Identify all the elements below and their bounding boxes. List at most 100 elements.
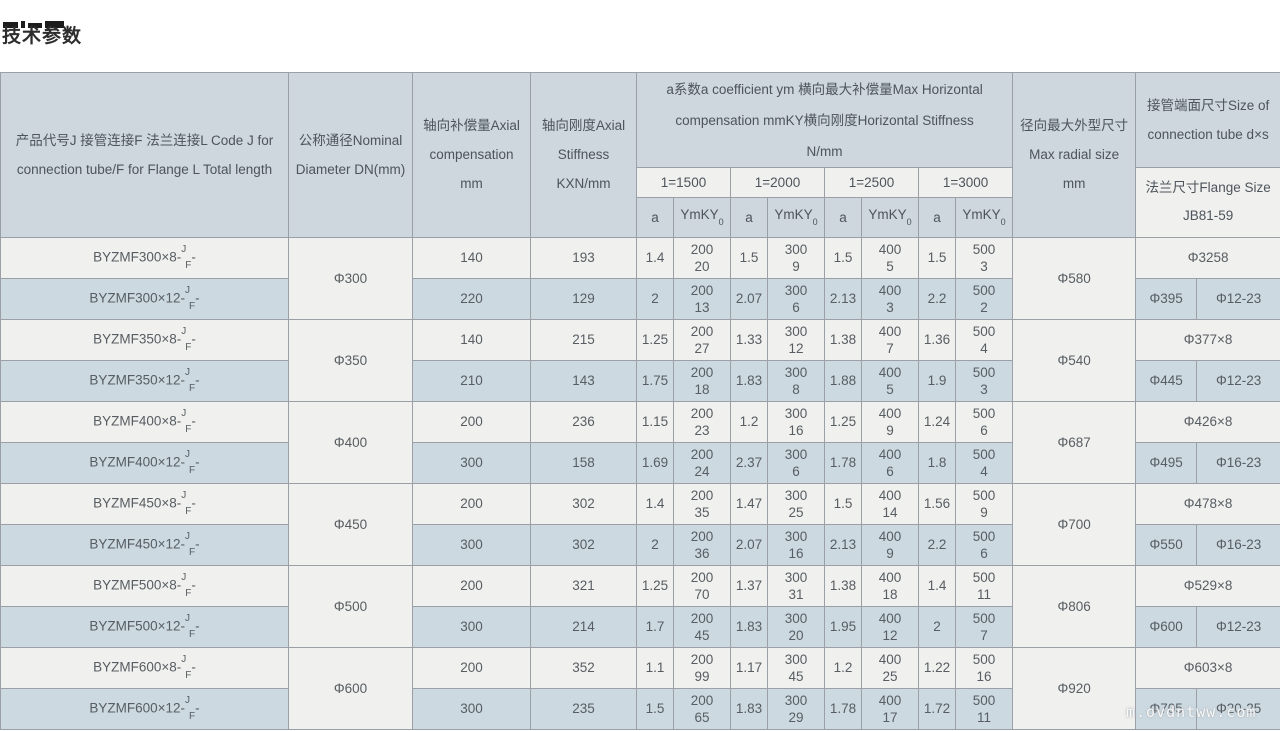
code-sup-j: J — [185, 448, 191, 460]
cell-ymky: 200 35 — [673, 482, 731, 525]
cell-a: 1.5 — [918, 236, 956, 279]
cell-ymky: 500 3 — [954, 359, 1014, 402]
cell-ymky: 400 6 — [861, 441, 919, 484]
cell-a: 1.38 — [824, 564, 862, 607]
ky-value: 2 — [980, 299, 988, 315]
ym-value: 300 — [784, 323, 808, 339]
cell-ymky: 200 18 — [673, 359, 731, 402]
cell-ymky: 200 45 — [673, 605, 731, 648]
header-length-2500: 1=2500 — [824, 167, 919, 198]
cell-ymky: 200 70 — [673, 564, 731, 607]
ym-value: 300 — [784, 528, 808, 544]
ymky-subscript: 0 — [1000, 216, 1006, 227]
cell-ymky: 300 25 — [767, 482, 825, 525]
cell-flange-holes: Φ12-23 — [1196, 605, 1280, 648]
code-sup-j: J — [185, 366, 191, 378]
ym-value: 500 — [972, 651, 996, 667]
cell-product-code: BYZMF450×8-JF- — [0, 482, 289, 525]
ky-value: 6 — [792, 299, 800, 315]
cell-a: 1.2 — [824, 646, 862, 689]
cell-tube-size: Φ426×8 — [1135, 400, 1280, 443]
ym-value: 300 — [784, 282, 808, 298]
ky-value: 20 — [694, 258, 710, 274]
ym-value: 500 — [972, 692, 996, 708]
header-ymky-3: YmKY0 — [861, 197, 919, 238]
cell-a: 2.13 — [824, 277, 862, 320]
ym-value: 400 — [878, 282, 902, 298]
code-sub-f: F — [185, 505, 192, 517]
cell-product-code: BYZMF500×8-JF- — [0, 564, 289, 607]
cell-max-radial-size: Φ687 — [1012, 400, 1137, 484]
code-dash: - — [195, 700, 200, 716]
ym-value: 400 — [878, 651, 902, 667]
code-text: BYZMF500×12- — [89, 618, 186, 634]
ky-value: 12 — [788, 340, 804, 356]
code-sup-j: J — [185, 284, 191, 296]
cell-a: 1.2 — [730, 400, 768, 443]
cell-product-code: BYZMF600×8-JF- — [0, 646, 289, 689]
cell-a: 2 — [636, 523, 674, 566]
cell-nominal-diameter: Φ300 — [288, 236, 413, 320]
ky-value: 9 — [886, 545, 894, 561]
ky-value: 27 — [694, 340, 710, 356]
header-a-4: a — [918, 197, 956, 238]
cell-a: 2.37 — [730, 441, 768, 484]
header-length-3000: 1=3000 — [917, 167, 1014, 198]
cell-ymky: 300 12 — [767, 318, 825, 361]
cell-flange-diameter: Φ550 — [1135, 523, 1198, 566]
cell-ymky: 500 11 — [954, 564, 1014, 607]
code-text: BYZMF450×8- — [93, 495, 182, 511]
ky-value: 23 — [694, 422, 710, 438]
header-length-2000: 1=2000 — [730, 167, 825, 198]
ym-value: 300 — [784, 569, 808, 585]
code-text: BYZMF300×12- — [89, 290, 186, 306]
ym-value: 200 — [690, 610, 714, 626]
header-connection-tube-size: 接管端面尺寸Size of connection tube d×s — [1135, 72, 1280, 168]
ymky-label: YmKY — [774, 207, 813, 222]
cell-a: 2.2 — [918, 277, 956, 320]
ym-value: 500 — [972, 241, 996, 257]
technical-parameters-table: 产品代号J 接管连接F 法兰连接L Code J for connection … — [0, 72, 1280, 730]
code-sup-j: J — [181, 571, 187, 583]
cell-a: 1.4 — [636, 236, 674, 279]
cell-ymky: 500 6 — [954, 523, 1014, 566]
cell-a: 1.5 — [824, 236, 862, 279]
ym-value: 200 — [690, 528, 714, 544]
code-sup-j: J — [181, 243, 187, 255]
cell-a: 1.25 — [636, 318, 674, 361]
cell-tube-size: Φ478×8 — [1135, 482, 1280, 525]
cell-axial-compensation: 200 — [412, 482, 531, 525]
ky-value: 5 — [886, 381, 894, 397]
cell-a: 1.5 — [824, 482, 862, 525]
cell-a: 1.88 — [824, 359, 862, 402]
code-dash: - — [195, 454, 200, 470]
code-text: BYZMF500×8- — [93, 577, 182, 593]
header-ymky-4: YmKY0 — [954, 197, 1014, 238]
cell-a: 1.25 — [636, 564, 674, 607]
ymky-subscript: 0 — [812, 216, 818, 227]
cell-a: 1.24 — [918, 400, 956, 443]
cell-axial-stiffness: 235 — [530, 687, 637, 730]
cell-flange-holes: Φ16-23 — [1196, 523, 1280, 566]
cell-ymky: 400 12 — [861, 605, 919, 648]
cell-ymky: 300 16 — [767, 523, 825, 566]
cell-ymky: 500 6 — [954, 400, 1014, 443]
cell-a: 1.15 — [636, 400, 674, 443]
cell-axial-stiffness: 236 — [530, 400, 637, 443]
ky-value: 65 — [694, 709, 710, 725]
cell-tube-size: Φ3258 — [1135, 236, 1280, 279]
cell-product-code: BYZMF500×12-JF- — [0, 605, 289, 648]
cell-product-code: BYZMF350×8-JF- — [0, 318, 289, 361]
cell-a: 1.83 — [730, 359, 768, 402]
ym-value: 500 — [972, 487, 996, 503]
header-horizontal-line3: N/mm — [806, 143, 843, 159]
cell-axial-stiffness: 214 — [530, 605, 637, 648]
cell-ymky: 300 45 — [767, 646, 825, 689]
cell-a: 1.38 — [824, 318, 862, 361]
ky-value: 70 — [694, 586, 710, 602]
code-text: BYZMF400×12- — [89, 454, 186, 470]
cell-a: 2 — [918, 605, 956, 648]
cell-flange-diameter: Φ600 — [1135, 605, 1198, 648]
cell-ymky: 300 8 — [767, 359, 825, 402]
